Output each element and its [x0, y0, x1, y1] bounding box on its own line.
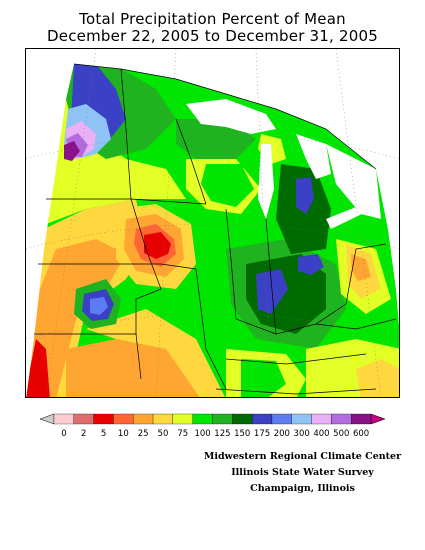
legend-swatch: [73, 413, 94, 425]
contour-10-west: [26, 339, 50, 397]
graticule-meridian-1: [46, 49, 97, 397]
ontario-region: [326, 144, 381, 219]
contour-25-west: [26, 239, 126, 397]
lake-superior: [186, 99, 276, 134]
map-title: Total Precipitation Percent of Mean: [79, 10, 346, 28]
precipitation-map: [25, 48, 400, 398]
legend-swatch: [172, 413, 193, 425]
border-latitude-40: [38, 263, 197, 270]
legend-swatch: [331, 413, 352, 425]
legend-low-end-arrow: [39, 413, 55, 425]
border-nebraska-iowa: [130, 198, 162, 290]
border-ohio-river: [235, 303, 347, 335]
lake-huron: [296, 134, 331, 179]
contour-25-sw-south: [66, 339, 200, 397]
legend-label: 300: [294, 429, 310, 439]
precipitation-map-svg: [26, 49, 399, 397]
legend-label: 150: [234, 429, 250, 439]
graticule: [26, 49, 399, 397]
no-data-areas: [26, 49, 399, 397]
border-latitude-43: [46, 198, 207, 205]
contour-500-northwest: [64, 141, 80, 161]
border-illinois-indiana: [225, 208, 237, 320]
border-kentucky-tennessee: [225, 353, 367, 365]
legend-swatch: [133, 413, 154, 425]
border-dakota-minnesota: [120, 68, 132, 200]
border-virginia: [315, 318, 397, 330]
contour-100-wisconsin-south: [201, 164, 254, 207]
legend-label: 500: [333, 429, 349, 439]
no-data-canada-west: [26, 49, 74, 397]
contour-50-sw-south: [86, 309, 225, 397]
legend-swatch: [311, 413, 332, 425]
legend-swatch: [351, 413, 372, 425]
legend-swatch: [53, 413, 74, 425]
map-date-range: December 22, 2005 to December 31, 2005: [47, 27, 378, 45]
no-data-east: [376, 169, 399, 325]
graticule-meridian-4: [335, 49, 381, 397]
legend-swatch: [291, 413, 312, 425]
no-data-canada-north: [74, 49, 399, 169]
legend-swatch: [212, 413, 233, 425]
graticule-meridian-2: [155, 49, 177, 397]
credit-line-1: Midwestern Regional Climate Center: [203, 451, 402, 462]
color-legend: 0 2 5 10 25 50 75 100 125 150 175 200 300 400 500 600: [39, 413, 386, 443]
contour-100-south: [241, 359, 286, 397]
legend-labels: 0 2 5 10 25 50 75 100 125 150 175 200 300 400 500 600: [61, 429, 369, 439]
border-missouri-east: [195, 268, 227, 390]
contour-50-southeast: [356, 359, 399, 397]
legend-high-end-arrow: [370, 413, 386, 425]
credit-line-3: Champaign, Illinois: [250, 483, 355, 494]
border-pennsylvania: [345, 243, 387, 305]
legend-label: 175: [254, 429, 270, 439]
lake-erie: [326, 207, 364, 229]
legend-label: 2: [81, 429, 86, 439]
border-indiana-ohio: [265, 218, 277, 335]
border-missouri-west: [135, 288, 162, 380]
legend-label: 125: [214, 429, 230, 439]
legend-label: 0: [61, 429, 66, 439]
legend-label: 200: [274, 429, 290, 439]
legend-label: 5: [101, 429, 106, 439]
legend-label: 400: [313, 429, 329, 439]
legend-label: 600: [353, 429, 369, 439]
legend-swatch: [113, 413, 134, 425]
credit-line-2: Illinois State Water Survey: [231, 467, 374, 478]
legend-swatch: [232, 413, 253, 425]
legend-swatch: [251, 413, 273, 425]
legend-swatches: [53, 413, 372, 425]
legend-label: 10: [118, 429, 129, 439]
legend-label: 50: [158, 429, 169, 439]
border-tennessee-south: [215, 388, 377, 395]
border-wisconsin: [175, 118, 207, 205]
state-boundaries: [34, 63, 397, 395]
contour-175-ohio-east: [298, 254, 324, 275]
legend-label: 100: [194, 429, 210, 439]
contour-5-center: [144, 232, 171, 259]
credits: Midwestern Regional Climate Center Illin…: [180, 449, 425, 497]
legend-swatch: [271, 413, 292, 425]
legend-label: 25: [138, 429, 149, 439]
legend-swatch: [192, 413, 213, 425]
contour-175-michigan: [296, 177, 314, 214]
contour-175-kansas: [90, 297, 108, 315]
legend-swatch: [93, 413, 114, 425]
contour-25-northeast: [351, 254, 371, 281]
lake-michigan: [258, 144, 274, 219]
legend-swatch: [152, 413, 174, 425]
legend-svg: 0 2 5 10 25 50 75 100 125 150 175 200 300 400 500 600: [39, 413, 386, 439]
precipitation-contours: [26, 64, 399, 397]
legend-label: 75: [177, 429, 188, 439]
